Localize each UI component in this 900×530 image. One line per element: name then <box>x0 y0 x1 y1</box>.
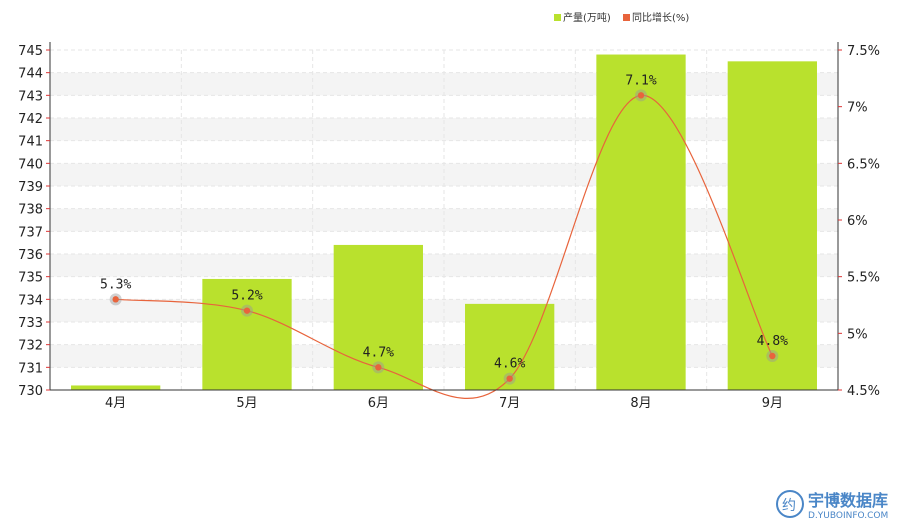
y-left-tick-label: 738 <box>18 203 43 218</box>
line-point <box>243 307 251 314</box>
y-left-tick-label: 744 <box>18 67 43 82</box>
data-label: 4.6% <box>494 357 525 372</box>
bar <box>202 278 292 390</box>
data-label: 4.8% <box>757 334 788 349</box>
legend-swatch-bar <box>554 14 561 21</box>
y-left-tick-label: 730 <box>18 384 43 399</box>
bar-series <box>71 54 817 391</box>
plot-band <box>50 254 838 277</box>
legend-label-line: 同比增长(%) <box>632 11 689 24</box>
y-left-tick-label: 743 <box>18 89 43 104</box>
x-tick-label: 6月 <box>368 396 389 411</box>
data-label: 5.3% <box>100 277 131 292</box>
bar <box>727 61 817 390</box>
y-left-tick-label: 732 <box>18 339 43 354</box>
y-right-tick-label: 7.5% <box>847 44 880 59</box>
watermark-logo-icon <box>776 490 804 518</box>
axes <box>49 42 839 391</box>
plot-band <box>50 163 838 186</box>
legend: 产量(万吨) 同比增长(%) <box>554 11 689 24</box>
watermark-logo-glyph: 约 <box>782 498 796 514</box>
y-right-tick-label: 5% <box>847 327 868 342</box>
x-tick-label: 9月 <box>762 396 783 411</box>
line-series <box>109 89 779 399</box>
y-left-tick-label: 734 <box>18 293 43 308</box>
watermark: 约 宇博数据库 D.YUBOINFO.COM <box>776 490 888 521</box>
watermark-url: D.YUBOINFO.COM <box>808 511 888 521</box>
y-right-tick-label: 4.5% <box>847 384 880 399</box>
data-label: 4.7% <box>363 345 394 360</box>
y-axis-right: 4.5% 5% 5.5% 6% 6.5% 7% 7.5% <box>838 44 880 399</box>
legend-label-bar: 产量(万吨) <box>563 11 611 24</box>
line-point <box>375 364 382 371</box>
y-left-tick-label: 739 <box>18 180 43 195</box>
legend-swatch-line <box>623 14 630 21</box>
line-point <box>769 352 776 360</box>
x-axis: 4月 5月 6月 7月 8月 9月 <box>105 396 783 411</box>
bar <box>596 54 686 391</box>
y-left-tick-label: 736 <box>18 248 43 263</box>
data-label: 7.1% <box>625 73 656 88</box>
y-left-tick-label: 733 <box>18 316 43 331</box>
y-left-tick-label: 745 <box>18 44 43 59</box>
y-right-tick-label: 6% <box>847 214 868 229</box>
x-tick-label: 4月 <box>105 396 126 411</box>
plot-band <box>50 72 838 96</box>
plot-band <box>50 344 838 368</box>
y-right-tick-label: 6.5% <box>847 157 880 172</box>
y-left-tick-label: 740 <box>18 157 43 172</box>
watermark-name: 宇博数据库 <box>808 491 888 510</box>
line-point <box>112 296 119 303</box>
y-left-tick-label: 731 <box>18 361 43 376</box>
y-left-tick-label: 735 <box>18 271 43 286</box>
bar <box>71 385 161 390</box>
line-point <box>637 92 645 99</box>
line-point <box>506 375 513 382</box>
y-left-tick-label: 737 <box>18 225 43 240</box>
y-right-tick-label: 7% <box>847 101 868 116</box>
y-left-tick-label: 742 <box>18 112 43 127</box>
x-tick-label: 7月 <box>499 396 520 411</box>
y-right-tick-label: 5.5% <box>847 271 880 286</box>
data-label: 5.2% <box>231 289 262 304</box>
y-left-tick-label: 741 <box>18 135 43 150</box>
y-axis-left: 730 731 732 733 734 735 736 737 738 739 740 741 742 7… <box>18 44 50 399</box>
data-labels: 5.3% 5.2% 4.7% 4.6% 7.1% 4.8% <box>100 73 788 371</box>
x-tick-label: 5月 <box>236 396 257 411</box>
x-tick-label: 8月 <box>630 396 651 411</box>
